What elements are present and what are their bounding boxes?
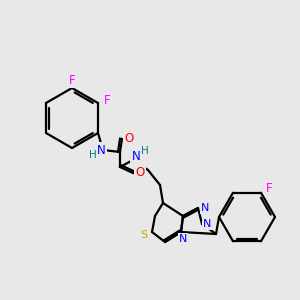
Text: N: N: [201, 203, 209, 213]
Text: S: S: [140, 230, 148, 240]
Text: F: F: [104, 94, 110, 106]
Text: N: N: [203, 219, 211, 229]
Text: F: F: [266, 182, 272, 195]
Text: N: N: [179, 234, 187, 244]
Text: F: F: [69, 74, 75, 86]
Text: H: H: [141, 146, 149, 156]
Text: N: N: [132, 151, 140, 164]
Text: O: O: [135, 167, 145, 179]
Text: O: O: [124, 131, 134, 145]
Text: H: H: [89, 150, 97, 160]
Text: N: N: [97, 143, 105, 157]
